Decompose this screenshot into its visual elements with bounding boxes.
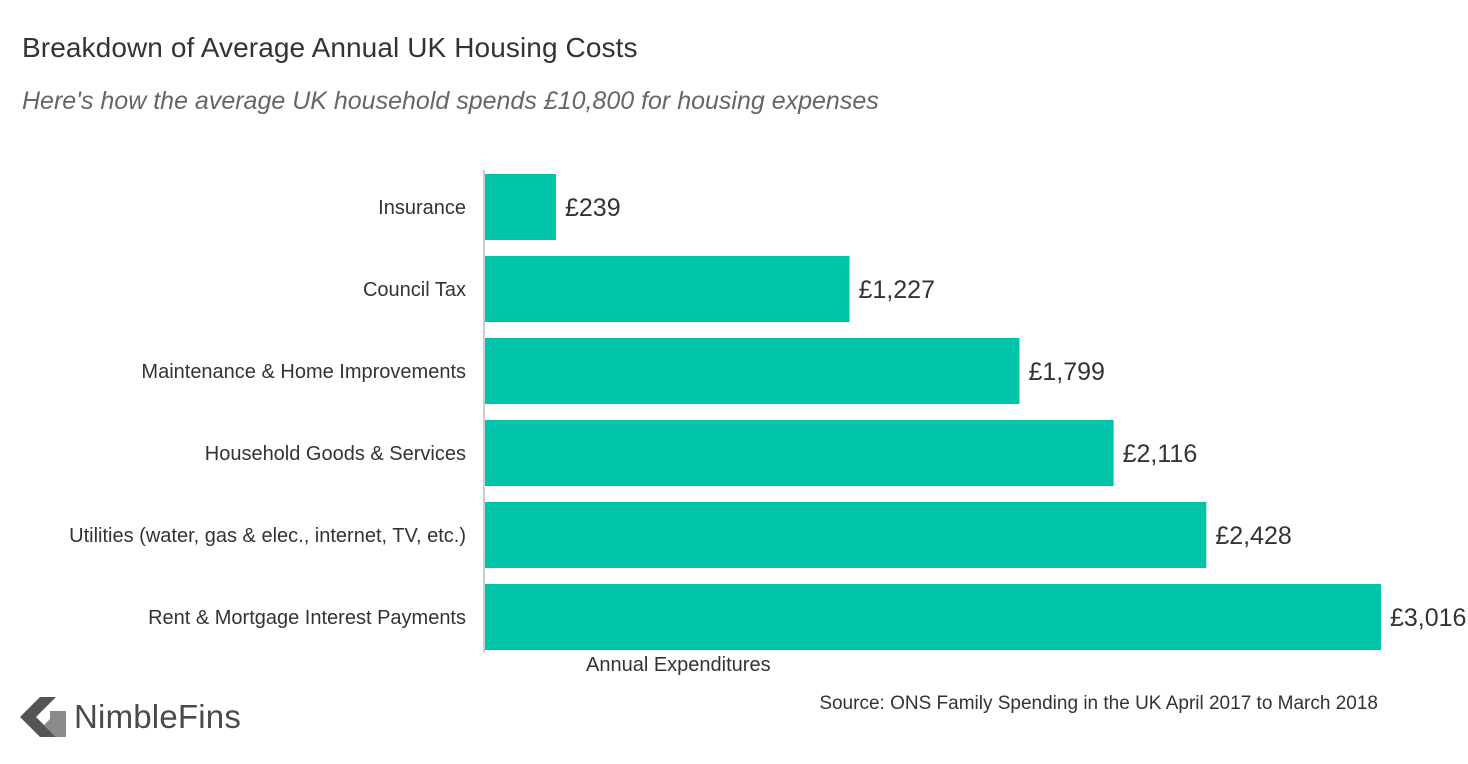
x-axis-label: Annual Expenditures [586,654,771,676]
chart-title: Breakdown of Average Annual UK Housing C… [22,32,638,63]
value-label: £239 [565,194,621,222]
value-label: £2,116 [1123,440,1198,468]
bar [485,174,557,240]
category-label: Maintenance & Home Improvements [141,361,466,383]
chart-subtitle: Here's how the average UK household spen… [22,87,879,115]
category-label: Utilities (water, gas & elec., internet,… [69,525,466,547]
value-label: £2,428 [1215,522,1291,550]
bar [485,420,1114,486]
bar [485,584,1381,650]
bar [485,502,1207,568]
value-label: £1,227 [859,276,935,304]
bar [485,338,1020,404]
chevron-left-logo-icon [20,697,66,737]
category-label: Rent & Mortgage Interest Payments [148,607,466,629]
category-label: Council Tax [363,279,466,301]
value-label: £1,799 [1028,358,1104,386]
value-label: £3,016 [1390,604,1466,632]
category-label: Insurance [378,197,466,219]
source-note: Source: ONS Family Spending in the UK Ap… [819,693,1378,714]
brand-logo: NimbleFins [20,697,241,737]
brand-name: NimbleFins [74,698,242,735]
category-label: Household Goods & Services [205,443,466,465]
bar [485,256,850,322]
